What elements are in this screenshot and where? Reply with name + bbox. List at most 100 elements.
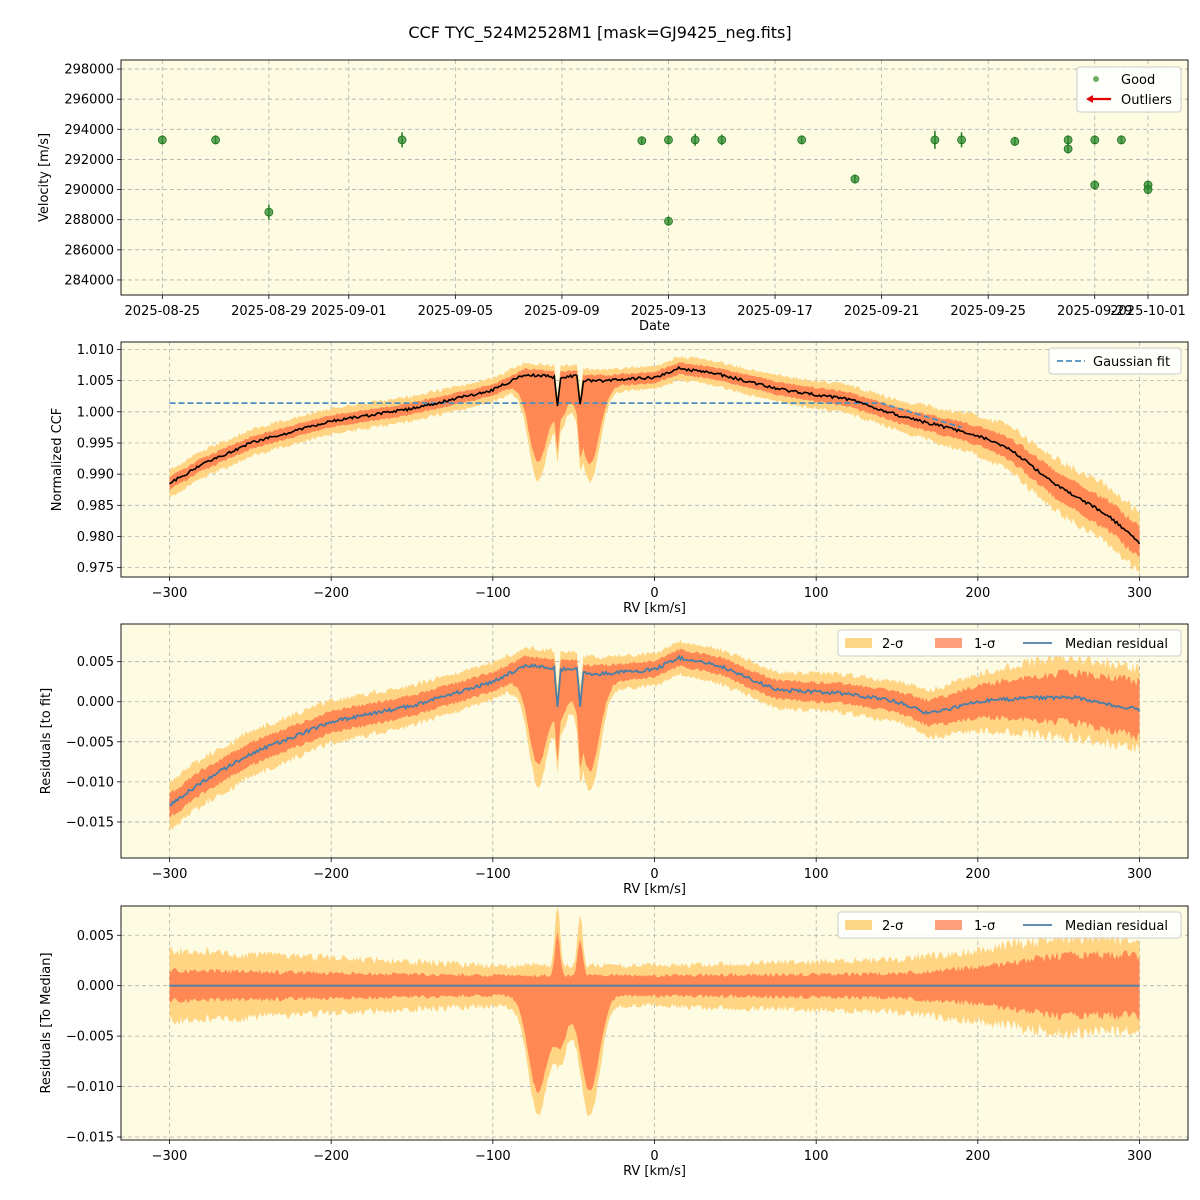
y-tick-label: 1.000 <box>77 405 114 420</box>
data-layer <box>169 355 1141 573</box>
plot-frame <box>120 623 1189 859</box>
x-tick-label: −100 <box>475 586 511 601</box>
y-tick-label: −0.015 <box>66 815 114 830</box>
y-tick-label: −0.005 <box>66 1030 114 1045</box>
legend-box <box>837 911 1182 939</box>
data-point <box>1143 185 1153 194</box>
data-point <box>1116 135 1126 145</box>
x-tick-label: 300 <box>1127 867 1152 882</box>
x-tick-label: 0 <box>650 867 658 882</box>
legend-outlier-label: Outliers <box>1121 93 1172 108</box>
y-tick-label: 0.000 <box>77 979 114 994</box>
x-tick-label: 0 <box>650 1149 658 1164</box>
data-point <box>211 135 220 145</box>
median-line <box>169 365 1141 545</box>
x-tick-label: −300 <box>152 1149 188 1164</box>
legend-box <box>1076 66 1182 113</box>
data-point <box>264 207 274 217</box>
y-tick-label: −0.015 <box>66 1130 114 1145</box>
data-point <box>664 135 673 145</box>
legend-good-label: Good <box>1121 73 1155 88</box>
legend-box <box>1048 347 1182 375</box>
x-tick-label: −300 <box>152 586 188 601</box>
data-layer <box>168 639 1141 831</box>
data-point <box>690 135 700 145</box>
plot-area <box>121 60 1188 295</box>
data-point <box>930 135 940 145</box>
y-tick-label: 0.995 <box>77 436 114 451</box>
legend-box <box>837 629 1182 657</box>
x-tick-label: −200 <box>313 867 349 882</box>
y-tick-label: 1.010 <box>77 343 114 358</box>
x-tick-label: −100 <box>475 867 511 882</box>
plot-frame <box>120 341 1189 578</box>
data-point <box>1063 135 1073 145</box>
legend-sigma2-label: 2-σ <box>882 637 903 652</box>
x-tick-label: 100 <box>804 586 829 601</box>
x-tick-label: 200 <box>965 1149 990 1164</box>
y-tick-label: 0.005 <box>77 929 114 944</box>
x-tick-label: 2025-10-01 <box>1110 304 1186 319</box>
y-tick-label: 296000 <box>64 93 114 108</box>
x-tick-label: 2025-09-17 <box>737 304 813 319</box>
data-point <box>717 135 727 145</box>
x-tick-label: 2025-09-05 <box>418 304 494 319</box>
x-tick-label: 2025-09-25 <box>950 304 1026 319</box>
x-tick-label: 2025-09-09 <box>524 304 600 319</box>
y-tick-label: 290000 <box>64 183 114 198</box>
y-tick-label: 286000 <box>64 243 114 258</box>
data-point <box>850 174 860 184</box>
legend-median-label: Median residual <box>1065 637 1168 652</box>
x-tick-label: 2025-08-29 <box>231 304 307 319</box>
legend-sigma1-label: 1-σ <box>974 637 995 652</box>
y-axis-label: Normalized CCF <box>50 408 65 512</box>
x-tick-label: 200 <box>965 867 990 882</box>
y-tick-label: 0.975 <box>77 561 114 576</box>
legend-median-label: Median residual <box>1065 919 1168 934</box>
y-tick-label: 288000 <box>64 213 114 228</box>
data-point <box>637 136 647 145</box>
data-point <box>957 135 966 145</box>
x-tick-label: 2025-08-25 <box>125 304 201 319</box>
x-tick-label: −300 <box>152 867 188 882</box>
y-tick-label: 294000 <box>64 123 114 138</box>
legend-sigma2-label: 2-σ <box>882 919 903 934</box>
y-tick-label: −0.010 <box>66 775 114 790</box>
y-tick-label: 0.000 <box>77 695 114 710</box>
sigma2-band <box>169 639 1140 831</box>
x-axis-label: RV [km/s] <box>623 601 686 616</box>
y-axis-label: Velocity [m/s] <box>37 133 52 222</box>
x-tick-label: 2025-09-01 <box>311 304 387 319</box>
panel-residuals_fit: −300 −200 −100 0 100 200 300 −0.015 −0.010 −0.005… <box>39 623 1189 897</box>
x-tick-label: −200 <box>313 586 349 601</box>
x-axis-label: RV [km/s] <box>623 1164 686 1179</box>
data-layer <box>169 907 1140 1117</box>
panel-ccf: −300 −200 −100 0 100 200 300 0.975 0.980 0.985 0.9… <box>50 341 1189 616</box>
x-tick-label: 200 <box>965 586 990 601</box>
legend-sigma1-swatch <box>935 638 962 648</box>
x-tick-label: 2025-09-13 <box>631 304 707 319</box>
sigma2-band <box>169 907 1140 1117</box>
x-tick-label: 100 <box>804 867 829 882</box>
x-tick-label: −200 <box>313 1149 349 1164</box>
legend-sigma1-swatch <box>935 920 962 930</box>
legend-sigma1-label: 1-σ <box>974 919 995 934</box>
legend-good-marker <box>1093 76 1099 82</box>
data-point <box>157 135 167 145</box>
data-point <box>797 135 807 145</box>
figure-title: CCF TYC_524M2528M1 [mask=GJ9425_neg.fits… <box>408 23 791 43</box>
median-line <box>168 654 1141 807</box>
y-tick-label: 292000 <box>64 153 114 168</box>
panel-residuals_median: −300 −200 −100 0 100 200 300 −0.015 −0.010 −0.005… <box>39 905 1189 1179</box>
panel-velocity: 2025-08-25 2025-08-29 2025-09-01 2025-09-05… <box>37 59 1189 334</box>
data-point <box>1063 144 1073 154</box>
plot-frame <box>120 59 1189 296</box>
panels: 2025-08-25 2025-08-29 2025-09-01 2025-09-05… <box>37 59 1189 1179</box>
y-tick-label: 284000 <box>64 273 114 288</box>
y-tick-label: −0.005 <box>66 735 114 750</box>
x-tick-label: 300 <box>1127 586 1152 601</box>
x-axis-label: Date <box>639 319 670 334</box>
y-tick-label: 0.005 <box>77 655 114 670</box>
y-tick-label: 0.980 <box>77 530 114 545</box>
